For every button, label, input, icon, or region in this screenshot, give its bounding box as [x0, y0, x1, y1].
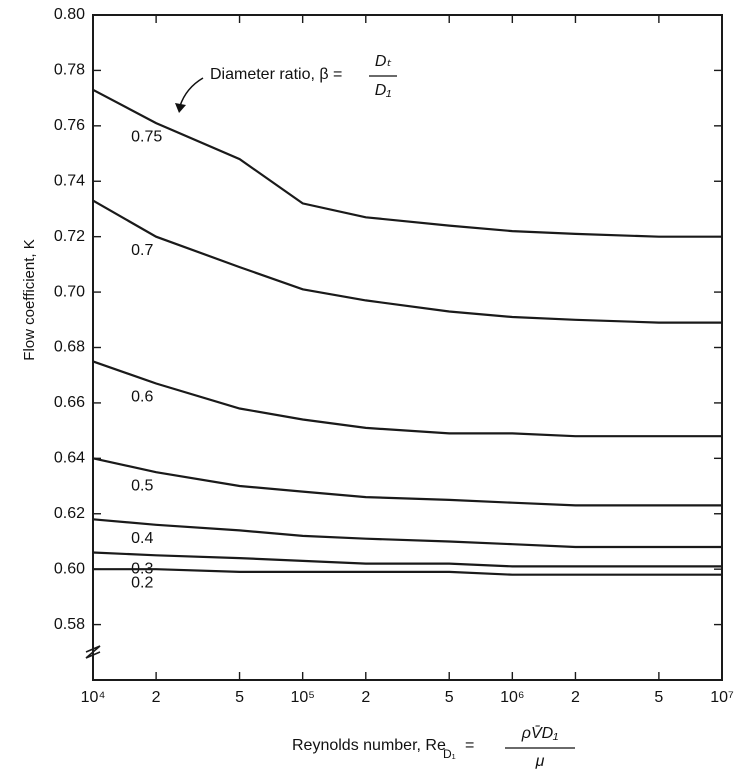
x-tick-label: 2: [361, 689, 370, 706]
arrow-head: [175, 103, 186, 113]
x-tick-label: 5: [235, 689, 244, 706]
curve: [93, 201, 722, 323]
x-label-text: Reynolds number, Re: [292, 737, 446, 754]
y-tick-label: 0.74: [54, 172, 85, 189]
chart: Flow coefficient, K Diameter ratio, β = …: [0, 0, 740, 773]
series-label: 0.7: [131, 242, 153, 259]
curve: [93, 519, 722, 547]
series-label: 0.2: [131, 574, 153, 591]
x-label-equals: =: [465, 737, 474, 754]
x-tick-label: 5: [654, 689, 663, 706]
annotation: Diameter ratio, β = Dₜ D₁: [175, 53, 397, 113]
series-label: 0.75: [131, 128, 162, 145]
annotation-numerator: Dₜ: [375, 53, 392, 70]
y-tick-label: 0.80: [54, 6, 85, 23]
x-tick-label: 10⁵: [290, 689, 314, 706]
curve: [93, 361, 722, 436]
x-tick-label: 2: [152, 689, 161, 706]
x-tick-label: 2: [571, 689, 580, 706]
y-axis-label: Flow coefficient, K: [21, 239, 38, 360]
y-tick-label: 0.62: [54, 505, 85, 522]
y-tick-label: 0.60: [54, 560, 85, 577]
series-label: 0.4: [131, 530, 153, 547]
y-tick-label: 0.64: [54, 450, 85, 467]
y-tick-label: 0.66: [54, 394, 85, 411]
x-tick-label: 10⁷: [710, 689, 734, 706]
annotation-arrow: [180, 78, 203, 106]
y-tick-label: 0.76: [54, 117, 85, 134]
y-tick-label: 0.68: [54, 339, 85, 356]
y-tick-label: 0.70: [54, 283, 85, 300]
x-label-subscript: D₁: [443, 747, 456, 761]
y-tick-label: 0.78: [54, 62, 85, 79]
curve: [93, 569, 722, 575]
annotation-text: Diameter ratio, β =: [210, 66, 342, 83]
x-tick-label: 10⁴: [81, 689, 106, 706]
plot-frame: [93, 15, 722, 680]
y-tick-label: 0.58: [54, 616, 85, 633]
x-tick-label: 10⁶: [500, 689, 524, 706]
x-label-numerator: ρV̄D₁: [521, 725, 558, 742]
series-label: 0.6: [131, 389, 153, 406]
curve: [93, 90, 722, 237]
x-axis-label: Reynolds number, Re D₁ = ρV̄D₁ μ: [292, 725, 575, 770]
curve: [93, 553, 722, 567]
annotation-denominator: D₁: [375, 82, 392, 99]
x-tick-label: 5: [445, 689, 454, 706]
curve: [93, 458, 722, 505]
series-label: 0.5: [131, 477, 153, 494]
x-label-denominator: μ: [535, 753, 545, 770]
y-tick-label: 0.72: [54, 228, 85, 245]
